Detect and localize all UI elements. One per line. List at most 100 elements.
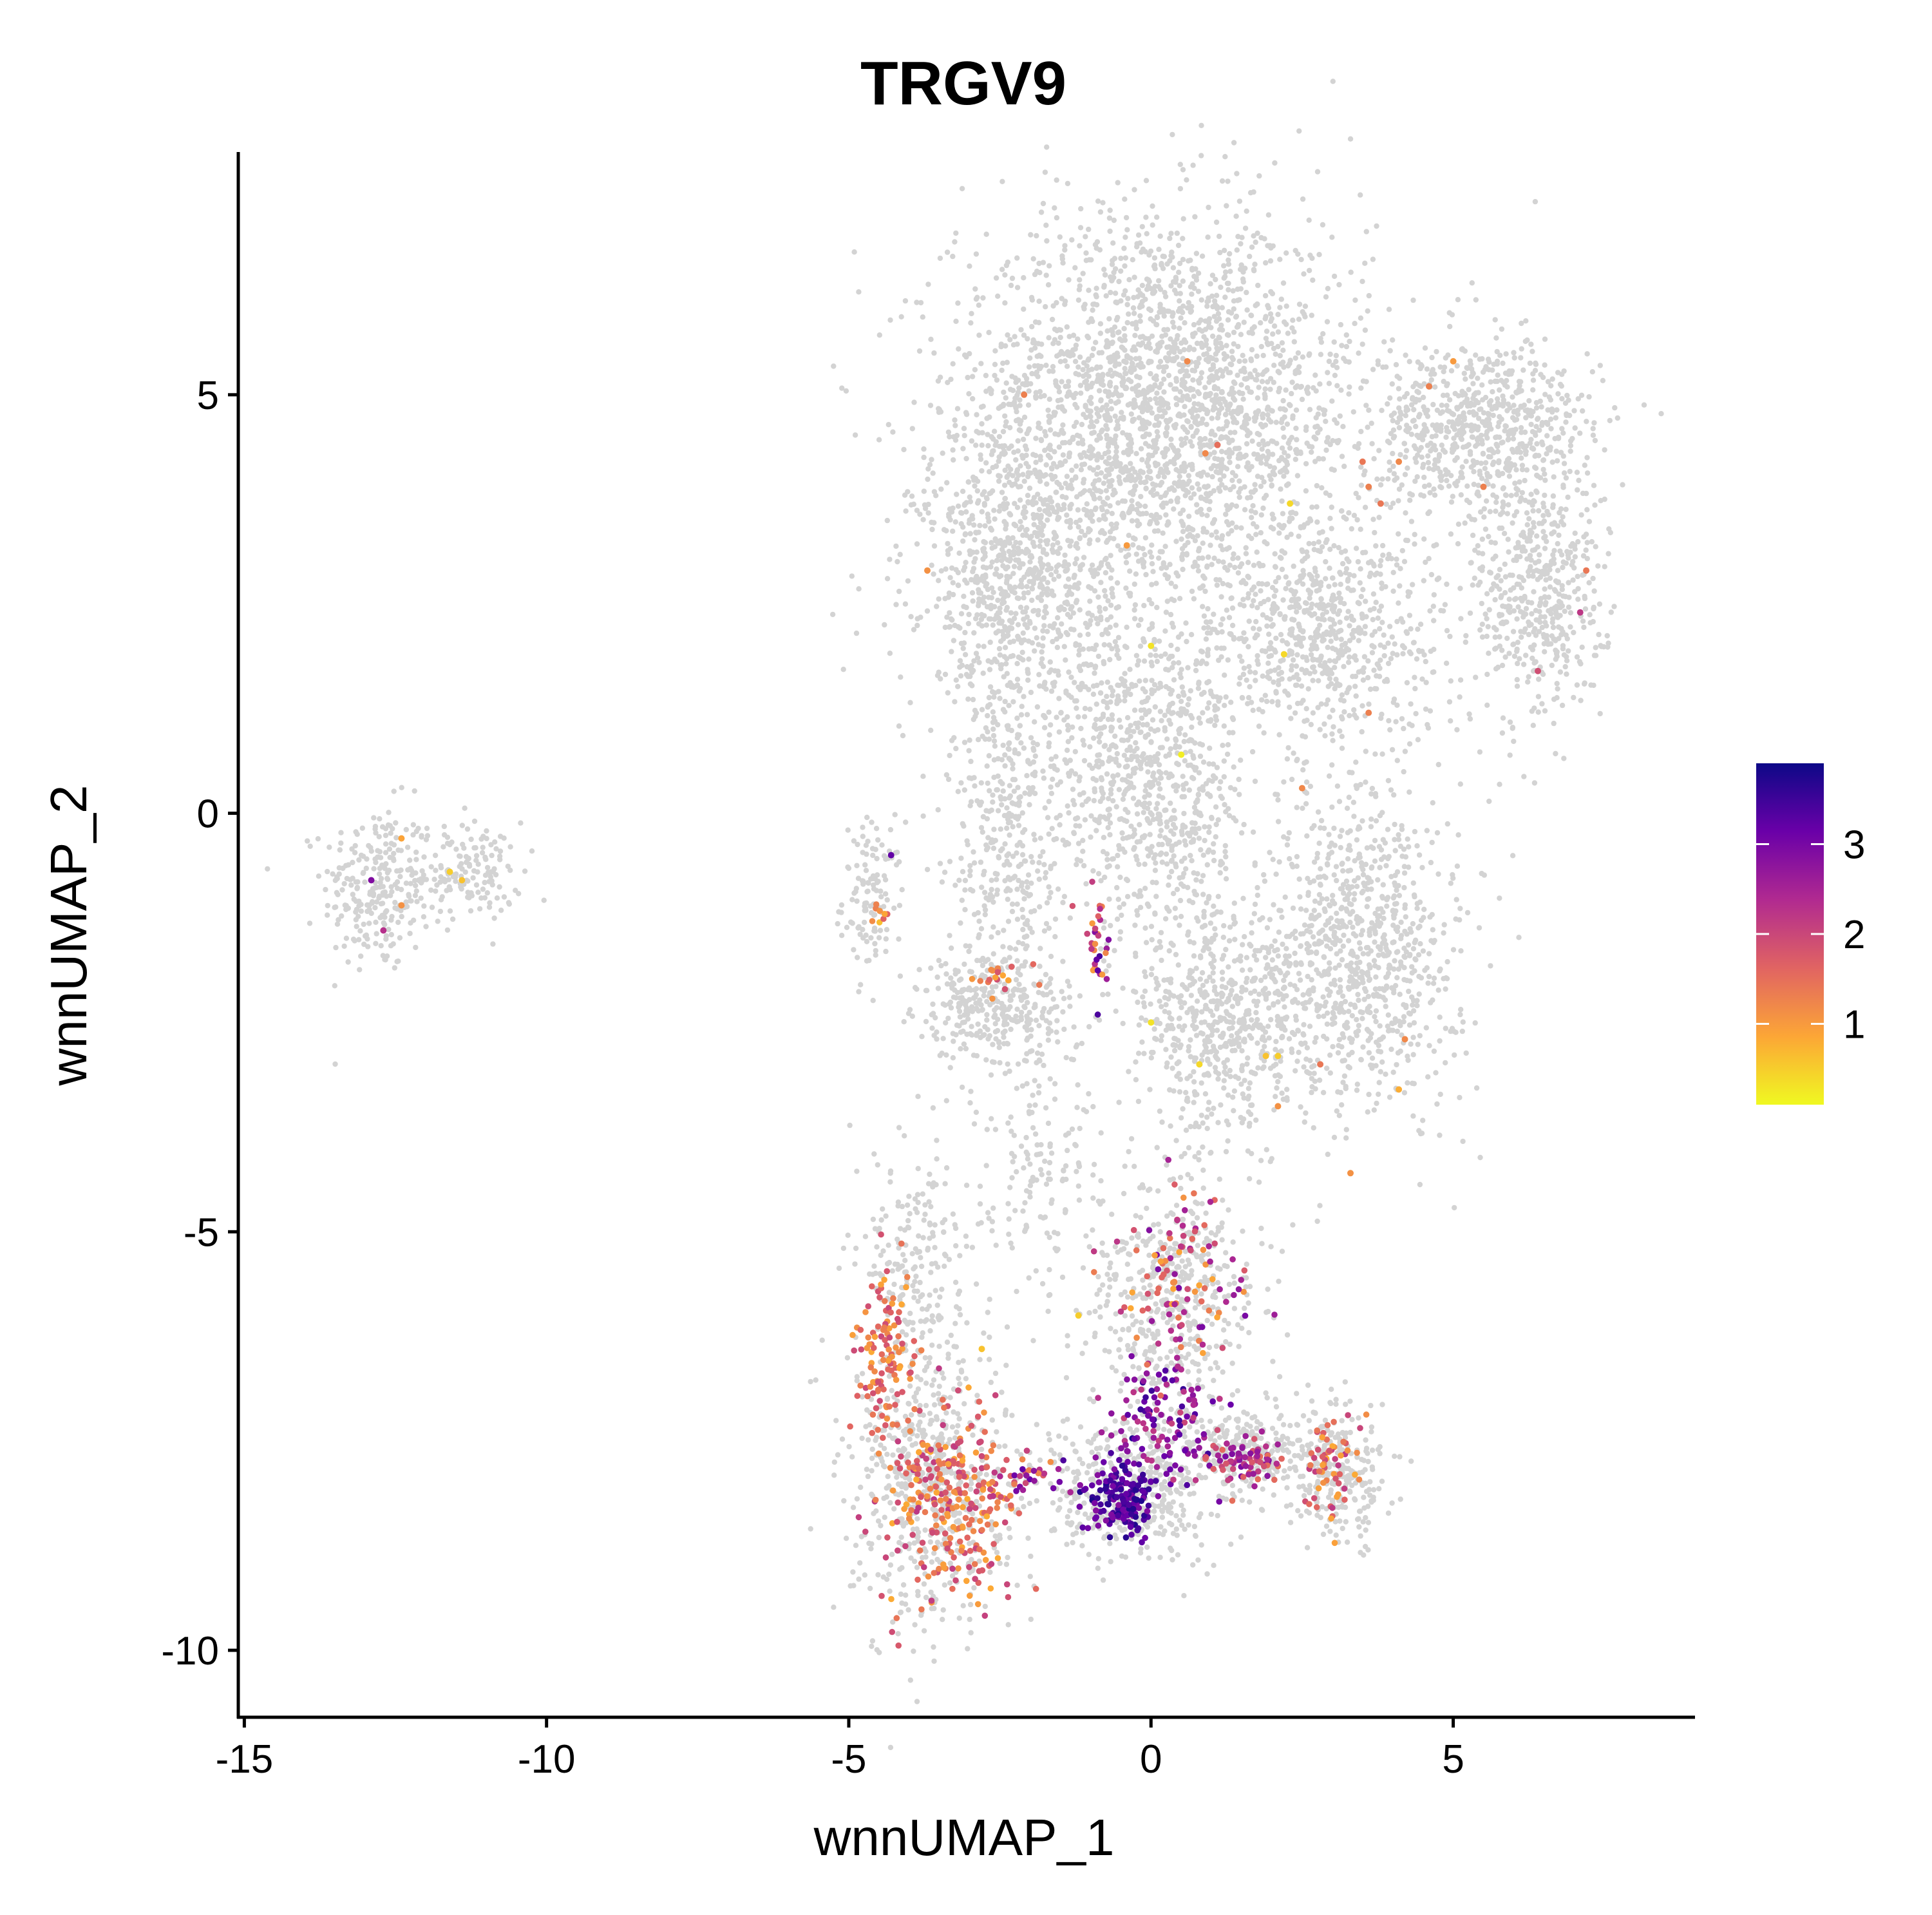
background-cell-point <box>1558 552 1565 558</box>
background-cell-point <box>1094 285 1099 291</box>
background-cell-point <box>1449 312 1455 318</box>
background-cell-point <box>1300 309 1305 315</box>
background-cell-point <box>1189 466 1195 472</box>
background-cell-point <box>1047 443 1053 448</box>
background-cell-point <box>489 882 495 888</box>
background-cell-point <box>1024 584 1030 589</box>
background-cell-point <box>1260 505 1266 511</box>
background-cell-point <box>1262 386 1268 392</box>
background-cell-point <box>1349 526 1354 532</box>
background-cell-point <box>1532 368 1539 374</box>
background-cell-point <box>1189 443 1195 449</box>
background-cell-point <box>471 818 478 824</box>
background-cell-point <box>873 826 880 832</box>
background-cell-point <box>1560 453 1566 459</box>
background-cell-point <box>1164 401 1171 407</box>
background-cell-point <box>1021 590 1027 596</box>
background-cell-point <box>1540 529 1546 535</box>
background-cell-point <box>902 298 909 304</box>
background-cell-point <box>1160 364 1167 370</box>
background-cell-point <box>970 598 976 604</box>
background-cell-point <box>1479 536 1485 542</box>
background-cell-point <box>353 879 359 885</box>
background-cell-point <box>1605 551 1611 557</box>
background-cell-point <box>1007 558 1013 564</box>
background-cell-point <box>950 591 956 598</box>
background-cell-point <box>373 940 379 947</box>
background-cell-point <box>1151 290 1157 296</box>
background-cell-point <box>1225 317 1231 323</box>
background-cell-point <box>1005 538 1011 545</box>
background-cell-point <box>1418 444 1424 451</box>
background-cell-point <box>1206 354 1212 361</box>
background-cell-point <box>1108 575 1114 581</box>
background-cell-point <box>1284 461 1291 468</box>
background-cell-point <box>1248 312 1254 318</box>
background-cell-point <box>1065 180 1071 187</box>
background-cell-point <box>1390 417 1396 424</box>
background-cell-point <box>1025 677 1031 683</box>
background-cell-point <box>883 948 889 955</box>
background-cell-point <box>1180 521 1186 527</box>
background-cell-point <box>371 866 377 872</box>
background-cell-point <box>865 839 871 844</box>
background-cell-point <box>435 919 440 924</box>
background-cell-point <box>1197 585 1203 591</box>
background-cell-point <box>406 891 412 898</box>
background-cell-point <box>978 590 983 596</box>
background-cell-point <box>1086 374 1092 379</box>
background-cell-point <box>930 470 936 476</box>
background-cell-point <box>1260 424 1265 430</box>
background-cell-point <box>1510 725 1516 730</box>
background-cell-point <box>475 890 481 895</box>
background-cell-point <box>1275 312 1281 318</box>
background-cell-point <box>931 571 936 577</box>
background-cell-point <box>1488 379 1493 385</box>
background-cell-point <box>1033 459 1039 465</box>
background-cell-point <box>1060 452 1066 458</box>
background-cell-point <box>1511 608 1517 614</box>
background-cell-point <box>1260 352 1266 359</box>
background-cell-point <box>1586 519 1593 524</box>
background-cell-point <box>1620 482 1625 488</box>
background-cell-point <box>1482 460 1489 466</box>
background-cell-point <box>1425 414 1431 419</box>
background-cell-point <box>1080 490 1086 495</box>
background-cell-point <box>1069 467 1075 473</box>
background-cell-point <box>1075 441 1081 446</box>
background-cell-point <box>1219 482 1225 488</box>
background-cell-point <box>1571 408 1577 414</box>
background-cell-point <box>985 443 991 449</box>
background-cell-point <box>955 582 961 588</box>
background-cell-point <box>1104 417 1110 423</box>
background-cell-point <box>1186 513 1192 519</box>
background-cell-point <box>482 879 488 886</box>
background-cell-point <box>1241 665 1247 671</box>
background-cell-point <box>1066 576 1072 582</box>
background-cell-point <box>1236 490 1242 495</box>
background-cell-point <box>1524 556 1530 562</box>
background-cell-point <box>1233 313 1240 319</box>
background-cell-point <box>1487 509 1493 515</box>
background-cell-point <box>1597 710 1603 717</box>
background-cell-point <box>1480 419 1486 426</box>
background-cell-point <box>336 871 342 877</box>
background-cell-point <box>1179 443 1185 448</box>
background-cell-point <box>1444 383 1450 388</box>
background-cell-point <box>1584 351 1590 357</box>
background-cell-point <box>1017 584 1023 589</box>
background-cell-point <box>1059 256 1066 262</box>
background-cell-point <box>1277 256 1283 262</box>
background-cell-point <box>453 879 459 884</box>
background-cell-point <box>1176 361 1182 367</box>
background-cell-point <box>1280 425 1286 431</box>
background-cell-point <box>867 903 874 909</box>
background-cell-point <box>1032 345 1038 351</box>
background-cell-point <box>1493 441 1499 448</box>
background-cell-point <box>1560 482 1566 488</box>
background-cell-point <box>418 876 424 882</box>
background-cell-point <box>947 575 953 580</box>
background-cell-point <box>965 696 971 702</box>
background-cell-point <box>1219 533 1226 538</box>
background-cell-point <box>1499 326 1505 332</box>
